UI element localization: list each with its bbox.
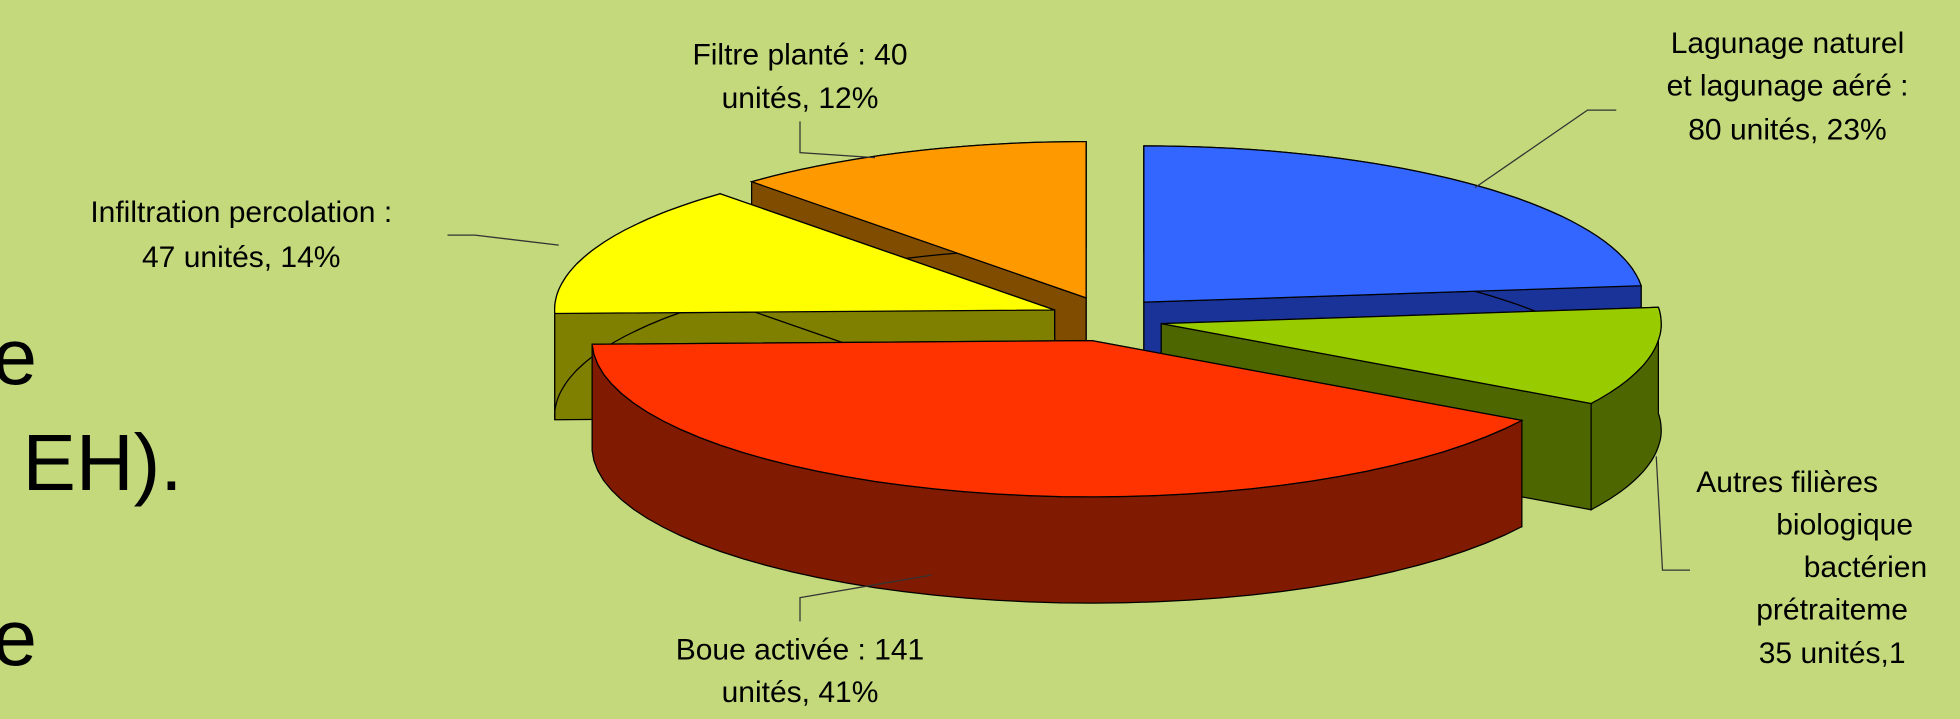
data-label: 47 unités, 14% <box>142 241 340 274</box>
leader-line <box>799 574 932 622</box>
slice <box>553 193 1055 315</box>
pie <box>553 141 1662 604</box>
slice <box>749 141 1087 299</box>
data-label: Autres filières <box>1696 466 1878 499</box>
data-label: 35 unités,1 <box>1759 637 1906 670</box>
slice <box>591 339 1524 604</box>
data-label: et lagunage aéré : <box>1667 70 1909 103</box>
leader-line <box>447 234 559 246</box>
background-text: EH). <box>23 418 183 507</box>
background-text: e <box>0 593 37 682</box>
data-label: unités, 12% <box>722 82 879 115</box>
data-label: Filtre planté : 40 <box>692 38 907 71</box>
data-label: Lagunage naturel <box>1671 27 1905 60</box>
data-label: unités, 41% <box>722 676 879 709</box>
leader-line <box>1655 456 1690 571</box>
data-label: prétraiteme <box>1756 593 1908 626</box>
slice <box>1161 306 1662 405</box>
data-label: Boue activée : 141 <box>676 633 925 666</box>
leader-line <box>1474 109 1617 189</box>
leader-line <box>799 121 876 159</box>
data-label: Infiltration percolation : <box>90 196 392 229</box>
background-text: e <box>0 312 37 401</box>
data-label: 80 unités, 23% <box>1688 113 1886 146</box>
slice <box>591 339 1524 498</box>
data-label: biologique <box>1776 508 1913 541</box>
data-label: bactérien <box>1804 551 1927 584</box>
